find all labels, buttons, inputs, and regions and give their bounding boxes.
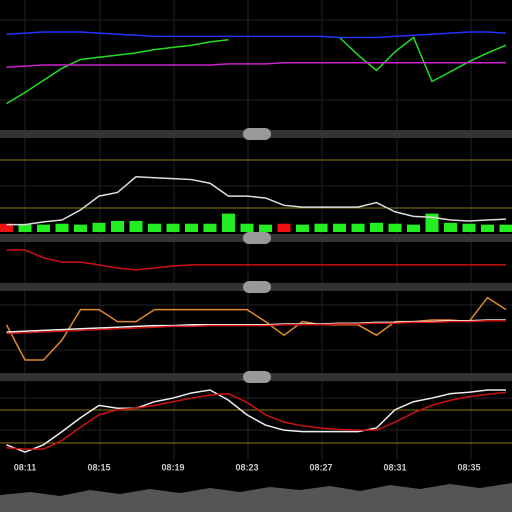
bar — [351, 223, 365, 232]
bar — [499, 224, 512, 232]
bar — [129, 220, 143, 232]
bar — [203, 223, 217, 232]
bar — [92, 222, 106, 232]
bar — [222, 213, 235, 232]
panel-dividers — [0, 128, 512, 383]
line — [6, 320, 506, 335]
bar — [166, 223, 180, 232]
bar — [314, 223, 328, 232]
bar — [296, 224, 309, 232]
line — [6, 176, 507, 226]
x-tick-label: 08:35 — [457, 462, 480, 472]
bar — [259, 224, 272, 232]
line — [6, 31, 507, 39]
x-tick-label: 08:11 — [14, 462, 37, 472]
bar — [37, 224, 50, 232]
line — [6, 249, 506, 271]
x-tick-label: 08:23 — [235, 462, 258, 472]
line — [5, 296, 507, 361]
resize-handle[interactable] — [243, 371, 271, 383]
line — [6, 319, 506, 333]
bar — [18, 224, 32, 232]
resize-handle[interactable] — [243, 232, 271, 244]
bar — [407, 224, 420, 232]
bar — [388, 223, 402, 232]
bar — [370, 222, 383, 232]
line — [6, 391, 507, 450]
bar — [277, 223, 291, 232]
volume-overview — [0, 483, 512, 512]
bar — [0, 223, 13, 232]
bar — [444, 222, 457, 232]
bar — [240, 223, 254, 232]
bar — [481, 224, 494, 232]
bar — [148, 223, 161, 232]
x-tick-label: 08:15 — [87, 462, 110, 472]
bar — [111, 220, 124, 232]
bar — [74, 224, 87, 232]
bar — [462, 223, 476, 232]
x-tick-label: 08:19 — [161, 462, 184, 472]
bar — [55, 223, 69, 232]
x-tick-label: 08:27 — [309, 462, 332, 472]
bar — [333, 223, 346, 232]
line — [6, 389, 506, 453]
resize-handle[interactable] — [243, 281, 271, 293]
line — [6, 62, 506, 68]
x-tick-label: 08:31 — [383, 462, 406, 472]
resize-handle[interactable] — [243, 128, 271, 140]
bar — [185, 223, 198, 232]
line — [6, 36, 507, 105]
reference-lines — [0, 159, 512, 444]
